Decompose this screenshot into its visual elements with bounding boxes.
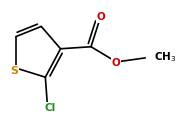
Text: O: O xyxy=(96,12,105,22)
Text: CH$_3$: CH$_3$ xyxy=(154,50,177,64)
Text: Cl: Cl xyxy=(45,103,56,113)
Text: S: S xyxy=(10,66,18,76)
Text: O: O xyxy=(112,58,121,68)
